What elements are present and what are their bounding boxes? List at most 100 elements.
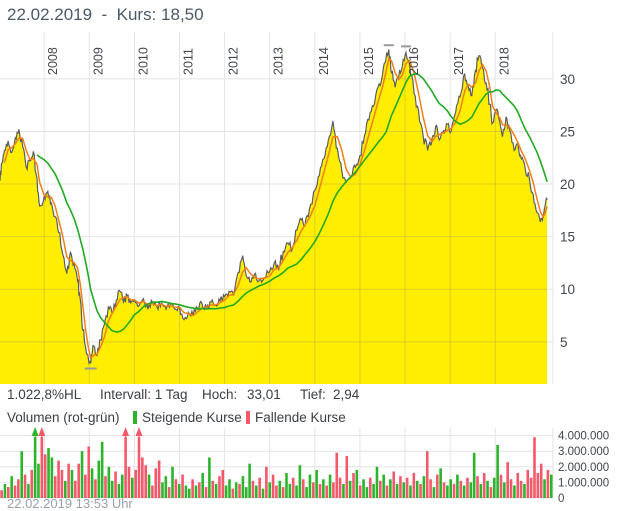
x-tick-label: 2010: [136, 47, 150, 75]
volume-bar: [208, 457, 211, 498]
volume-tick-label: 1.000.000: [558, 477, 609, 489]
falling-label: Fallende Kurse: [255, 410, 346, 425]
volume-bar: [131, 477, 134, 498]
volume-bar: [492, 477, 496, 498]
volume-bar: [422, 476, 426, 498]
volume-bar: [90, 468, 94, 498]
volume-bar: [201, 473, 204, 498]
timestamp: 22.02.2019 13:53 Uhr: [7, 496, 133, 511]
volume-bar: [526, 469, 530, 498]
volume-bar: [399, 476, 402, 498]
x-tick-label: 2015: [362, 47, 376, 75]
ma-fast-line: [3, 57, 548, 360]
volume-bar: [80, 451, 84, 498]
volume-bar: [271, 474, 275, 498]
volume-tick-label: 4.000.000: [558, 431, 609, 443]
volume-bar: [114, 471, 117, 498]
volume-tick-label: 3.000.000: [558, 446, 609, 458]
volume-bar: [419, 483, 422, 498]
volume-bar: [261, 488, 265, 498]
volume-bar: [258, 477, 261, 498]
stats-row: 1.022,8%HL Intervall: 1 Tag Hoch: 33,01 …: [0, 387, 633, 404]
volume-bar: [7, 487, 10, 498]
volume-bar: [187, 488, 191, 498]
volume-bar: [94, 479, 97, 498]
volume-bar: [432, 487, 436, 498]
volume-bar: [456, 474, 459, 498]
volume-bar: [409, 485, 412, 498]
volume-bar: [144, 465, 148, 498]
volume-bar: [255, 485, 258, 498]
y-tick-label: 10: [560, 282, 575, 297]
x-tick-label: 2014: [317, 47, 331, 75]
volume-bar: [536, 473, 540, 498]
y-tick-label: 20: [560, 177, 575, 192]
volume-bar: [345, 455, 349, 498]
volume-bar: [466, 477, 469, 498]
volume-bar: [362, 479, 365, 498]
volume-bar: [198, 482, 201, 498]
volume-bar: [549, 474, 553, 498]
volume-bar: [221, 469, 225, 498]
volume-bar: [248, 463, 251, 498]
volume-bar: [151, 485, 154, 498]
volume-bar: [328, 474, 332, 498]
volume-bar: [224, 485, 228, 498]
x-tick-label: 2008: [46, 47, 60, 75]
volume-bar: [47, 448, 50, 498]
x-tick-label: 2009: [91, 47, 105, 75]
volume-bar: [446, 485, 449, 498]
volume-bar: [459, 480, 463, 498]
volume-bar: [352, 473, 355, 498]
volume-bar: [110, 480, 114, 498]
volume-bar: [315, 469, 318, 498]
volume-bar: [171, 466, 174, 498]
volume-bar: [365, 487, 369, 498]
volume-bar: [335, 452, 339, 498]
volume-bar: [204, 487, 208, 498]
x-tick-label: 2018: [497, 47, 511, 75]
volume-bar: [174, 479, 178, 498]
volume-bar: [415, 480, 419, 498]
volume-bar: [288, 483, 292, 498]
volume-bar: [425, 451, 429, 498]
volume-bar: [298, 465, 302, 498]
rising-label: Steigende Kurse: [142, 410, 242, 425]
volume-bar: [379, 480, 382, 498]
volume-bar: [234, 482, 238, 498]
volume-bar: [322, 479, 325, 498]
volume-bar: [452, 483, 456, 498]
volume-bar: [228, 479, 231, 498]
volume-bar: [50, 457, 54, 498]
volume-bar: [372, 483, 375, 498]
volume-bar: [503, 482, 506, 498]
volume-bar: [311, 482, 315, 498]
volume-bar: [402, 482, 406, 498]
volume-bar: [43, 454, 47, 498]
volume-bar: [342, 483, 345, 498]
y-tick-label: 5: [560, 335, 568, 350]
volume-bar: [543, 479, 546, 498]
volume-tick-label: 0: [558, 493, 564, 505]
volume-bar: [499, 474, 503, 498]
volume-bar-clipped: [40, 437, 44, 498]
volume-bar: [479, 483, 483, 498]
volume-bar: [218, 476, 221, 498]
volume-bar: [338, 477, 342, 498]
volume-bar: [429, 479, 432, 498]
volume-bar: [405, 477, 409, 498]
volume-bar: [30, 469, 34, 498]
volume-bar: [161, 482, 164, 498]
volume-bar: [513, 485, 516, 498]
volume-bar: [57, 460, 60, 498]
volume-bar: [295, 485, 298, 498]
volume-bar: [37, 463, 40, 498]
volume-bar: [77, 463, 80, 498]
volume-bar: [301, 479, 305, 498]
volume-bar: [462, 485, 466, 498]
volume-bar: [63, 480, 67, 498]
volume-bar: [181, 474, 184, 498]
volume-bar: [191, 479, 194, 498]
volume-bar: [275, 485, 278, 498]
